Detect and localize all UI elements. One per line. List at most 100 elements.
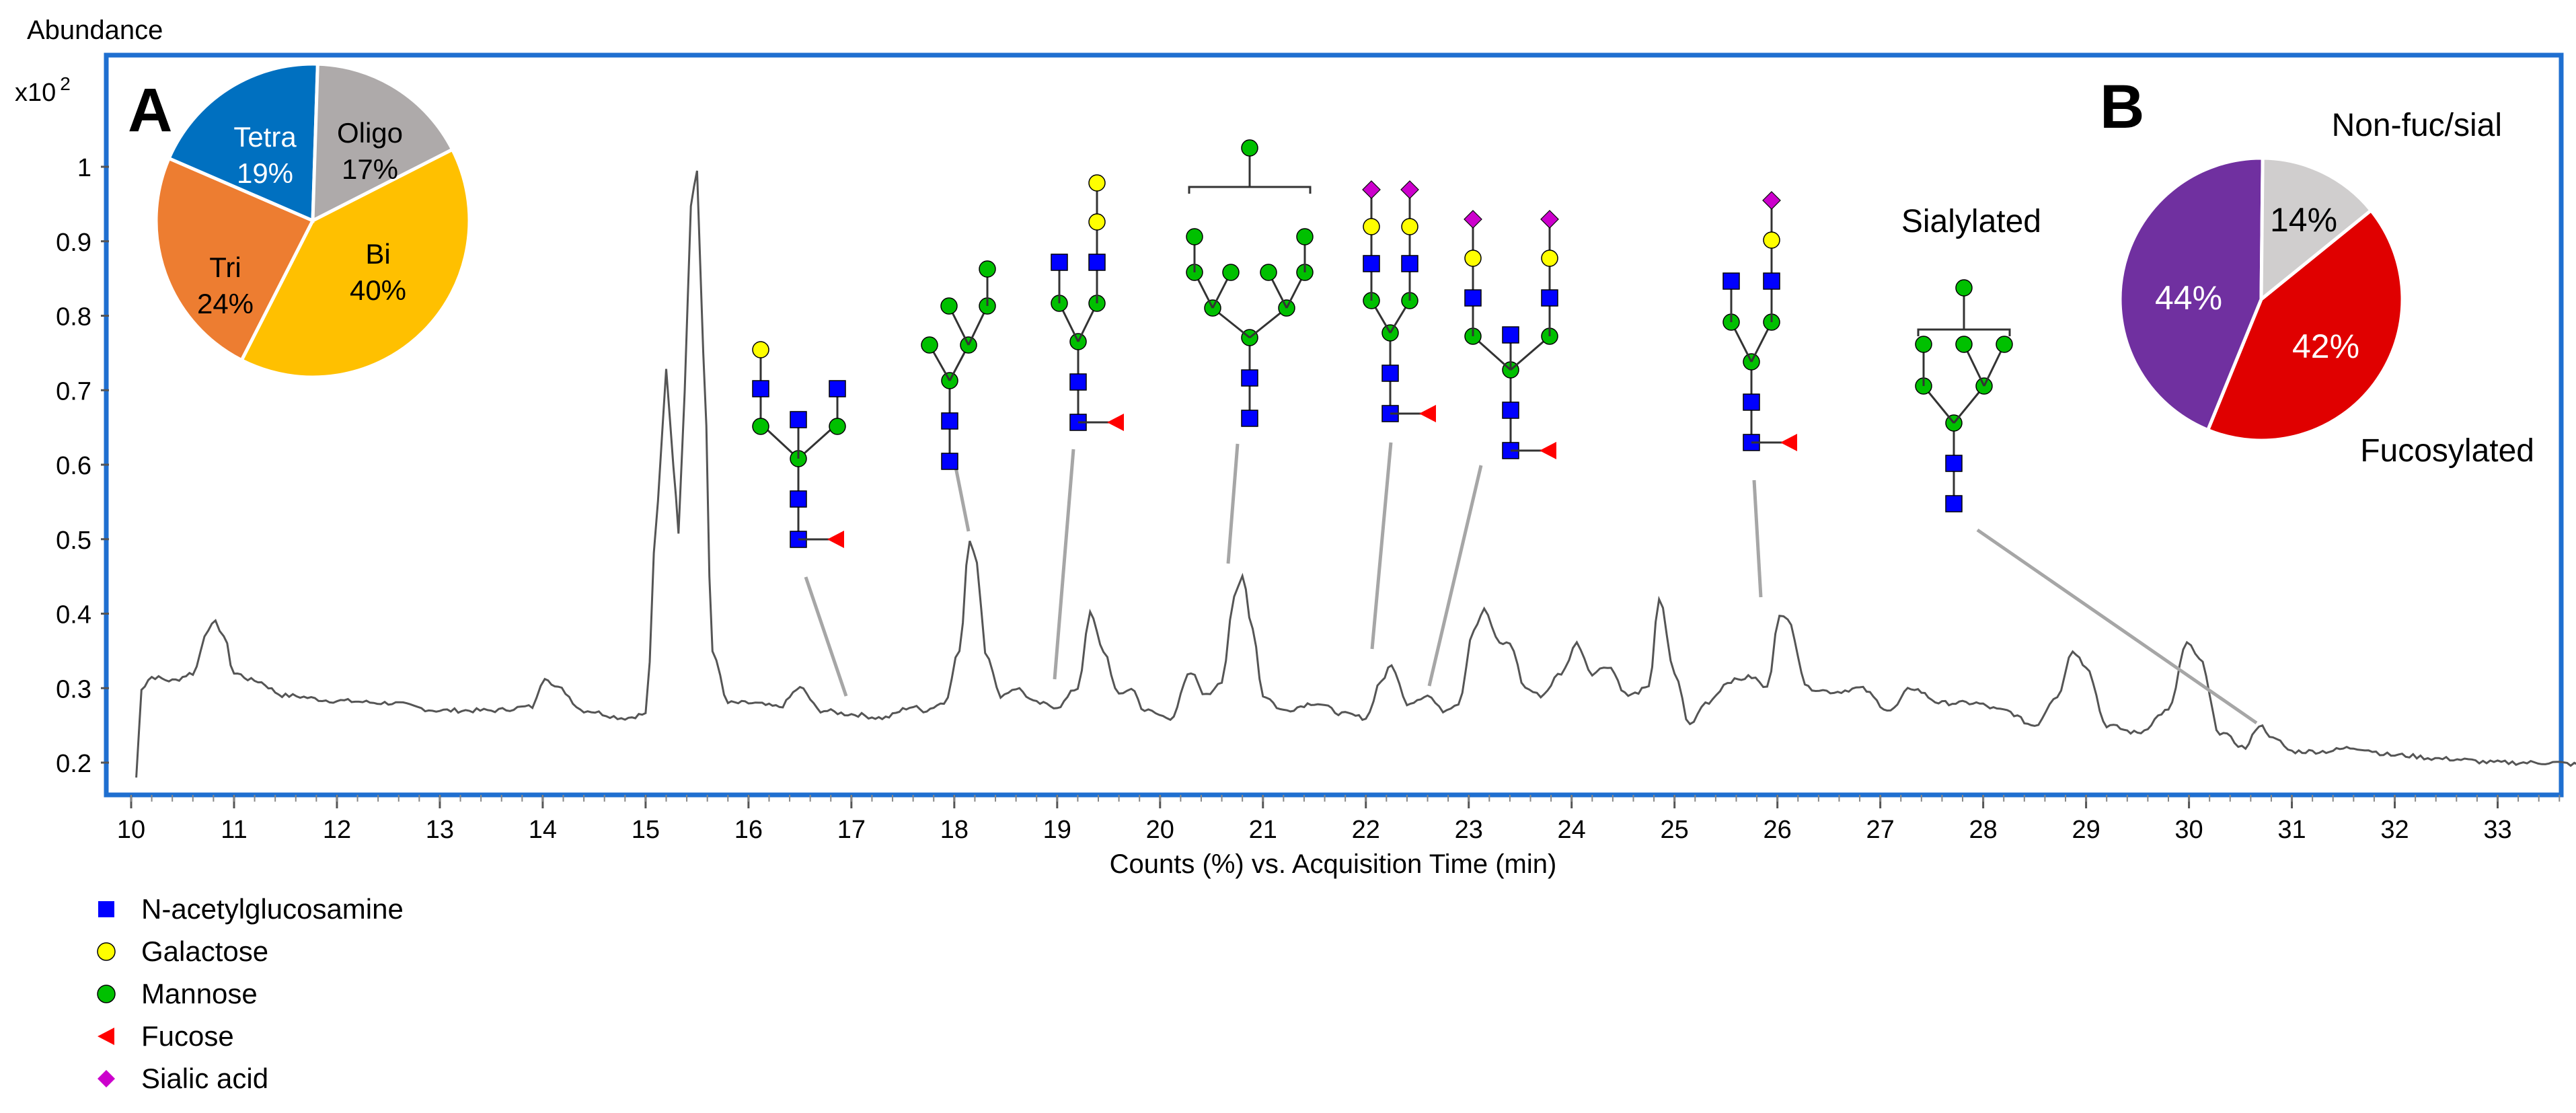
- pie-slice-tri: [154, 156, 315, 362]
- mannose-symbol: [940, 297, 958, 315]
- glcnac-symbol: [1502, 401, 1519, 419]
- x-tick-label: 13: [426, 816, 454, 844]
- pie-a-label: Oligo: [337, 117, 403, 149]
- y-tick-label: 0.3: [56, 675, 91, 703]
- y-tick-label: 0.6: [56, 452, 91, 480]
- mannose-symbol: [1260, 264, 1277, 281]
- galactose-symbol: [752, 341, 769, 358]
- glcnac-symbol: [1241, 410, 1258, 427]
- glcnac-symbol: [1945, 455, 1963, 472]
- y-multiplier-base: x10: [15, 79, 56, 107]
- x-axis-ticks: 10 11 12 13 14 15 16 17 18 19 20 21 22 23 24 25 26 27 28 29…: [117, 795, 2561, 844]
- glcnac-symbol: [1069, 373, 1087, 391]
- glycan-leader-lines: [804, 442, 2258, 725]
- x-tick-label: 15: [632, 816, 660, 844]
- glcnac-symbol: [1363, 255, 1380, 272]
- glcnac-symbol: [1743, 393, 1760, 411]
- x-tick-label: 24: [1558, 816, 1586, 844]
- glcnac-symbol: [1502, 326, 1519, 344]
- mannose-symbol: [752, 418, 769, 435]
- glcnac-symbol: [1241, 369, 1258, 387]
- sialic-acid-symbol: [1464, 210, 1482, 229]
- x-tick-label: 33: [2483, 816, 2511, 844]
- glcnac-symbol: [1541, 289, 1558, 307]
- galactose-symbol: [1363, 218, 1380, 235]
- y-axis-title: Abundance: [27, 15, 163, 45]
- y-tick-label: 0.4: [56, 601, 91, 629]
- fucose-symbol: [1780, 434, 1797, 451]
- sialic-acid-symbol: [1540, 210, 1559, 229]
- pie-a-label: Tri: [209, 252, 241, 283]
- plot-frame: [104, 52, 2564, 798]
- x-tick-label: 10: [117, 816, 145, 844]
- leader-line: [1053, 449, 1075, 680]
- galactose-symbol: [1464, 250, 1482, 267]
- legend-circle-symbol: [97, 942, 116, 961]
- leader-line: [1370, 442, 1393, 650]
- x-tick-label: 21: [1249, 816, 1277, 844]
- pie-b-value: 44%: [2155, 279, 2222, 317]
- pie-slice-bi: [239, 147, 471, 379]
- pie-chart-b: 42% Fucosylated 44% Sialylated 14% Non-fuc/si…: [1901, 108, 2534, 469]
- glcnac-symbol: [1763, 272, 1780, 290]
- leader-line: [804, 576, 848, 697]
- fucose-symbol: [1540, 442, 1556, 459]
- glcnac-symbol: [829, 380, 846, 397]
- legend-circle-symbol: [97, 985, 116, 1003]
- y-tick-label: 0.7: [56, 377, 91, 406]
- leader-line: [1752, 479, 1763, 598]
- pie-a-value: 40%: [350, 274, 406, 306]
- fucose-symbol: [827, 531, 844, 548]
- mannose-symbol: [1996, 336, 2013, 353]
- x-tick-label: 31: [2277, 816, 2306, 844]
- glcnac-symbol: [790, 411, 807, 428]
- legend-label: Sialic acid: [141, 1063, 268, 1094]
- pie-slice-sialylated: [2118, 156, 2265, 432]
- y-tick-label: 0.2: [56, 750, 91, 778]
- x-tick-label: 23: [1455, 816, 1483, 844]
- pie-slice-fucosylated: [2205, 208, 2404, 443]
- pie-slice-oligo: [311, 62, 455, 224]
- glycan-bond: [1510, 335, 1550, 371]
- leader-line: [1427, 465, 1483, 687]
- glycan-structures: [752, 139, 2013, 548]
- glcnac-symbol: [1464, 289, 1482, 307]
- x-tick-label: 11: [221, 816, 247, 844]
- y-tick-label: 1: [77, 154, 91, 182]
- pie-a-value: 19%: [237, 157, 293, 189]
- glcnac-symbol: [1051, 254, 1068, 271]
- glcnac-symbol: [790, 490, 807, 508]
- mannose-symbol: [1241, 139, 1258, 157]
- x-tick-label: 30: [2174, 816, 2203, 844]
- galactose-symbol: [1088, 213, 1106, 231]
- y-multiplier: x10 2: [15, 73, 71, 107]
- glcnac-symbol: [752, 380, 769, 397]
- legend-triangle-symbol: [98, 1028, 114, 1045]
- mannose-symbol: [921, 336, 938, 354]
- x-tick-label: 25: [1661, 816, 1689, 844]
- legend: N-acetylglucosamine Galactose Mannose Fucos…: [97, 893, 404, 1094]
- mannose-symbol: [829, 418, 846, 435]
- x-tick-label: 32: [2380, 816, 2409, 844]
- glcnac-symbol: [1088, 254, 1106, 271]
- legend-label: Fucose: [141, 1020, 234, 1052]
- mannose-symbol: [1915, 336, 1932, 353]
- mannose-symbol: [1222, 264, 1240, 281]
- pie-a-label: Tetra: [233, 121, 297, 153]
- x-tick-label: 28: [1969, 816, 1997, 844]
- x-tick-label: 12: [323, 816, 351, 844]
- mannose-symbol: [1955, 279, 1973, 297]
- y-tick-label: 0.9: [56, 229, 91, 257]
- galactose-symbol: [1088, 174, 1106, 192]
- pie-a-label: Bi: [365, 238, 390, 270]
- mannose-symbol: [1296, 228, 1314, 245]
- y-multiplier-exp: 2: [60, 73, 71, 94]
- x-tick-label: 29: [2072, 816, 2100, 844]
- pie-b-value: 14%: [2270, 201, 2337, 239]
- legend-label: Galactose: [141, 935, 268, 967]
- mannose-symbol: [1955, 336, 1973, 353]
- sialic-acid-symbol: [1762, 191, 1781, 210]
- chromatogram-trace: [135, 170, 2576, 778]
- legend-label: Mannose: [141, 978, 258, 1009]
- pie-chart-a: Bi 40% Tri 24% Tetra 19% Oligo 17%: [154, 62, 471, 379]
